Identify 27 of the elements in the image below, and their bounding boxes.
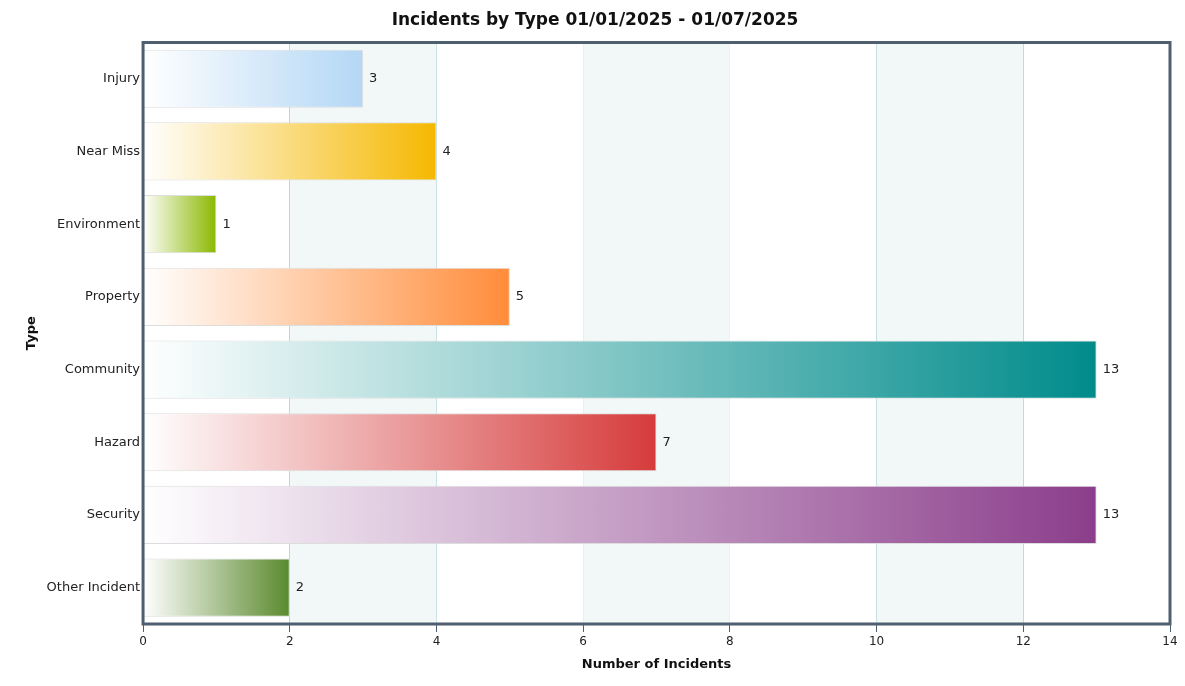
x-tick-label: 6 (579, 634, 587, 649)
y-tick-label: Environment (57, 215, 141, 231)
x-tick-label: 10 (868, 634, 885, 649)
x-axis-title: Number of Incidents (581, 655, 732, 671)
y-tick-label: Hazard (94, 433, 141, 449)
y-tick-label: Injury (103, 70, 141, 86)
y-tick-label: Other Incident (46, 579, 141, 595)
data-label: 4 (442, 142, 451, 158)
data-label: 2 (295, 579, 305, 595)
data-label: 13 (1102, 360, 1120, 376)
x-tick-label: 0 (139, 634, 147, 649)
y-tick-label: Property (85, 288, 141, 304)
data-label: 3 (369, 70, 378, 86)
data-label: 7 (662, 433, 671, 449)
data-label: 1 (222, 215, 231, 231)
x-tick-label: 2 (285, 634, 294, 649)
x-tick-label: 4 (432, 634, 441, 649)
data-label: 13 (1102, 506, 1120, 522)
chart-title: Incidents by Type 01/01/2025 - 01/07/2025 (391, 8, 799, 29)
data-label: 5 (515, 288, 525, 304)
x-tick-label: 12 (1015, 634, 1031, 649)
x-tick-label: 8 (726, 634, 734, 649)
y-tick-label: Near Miss (76, 142, 141, 158)
y-tick-label: Community (64, 360, 141, 376)
y-axis-title: Type (23, 316, 39, 351)
x-tick-label: 14 (1162, 634, 1178, 649)
y-tick-label: Security (86, 506, 141, 522)
